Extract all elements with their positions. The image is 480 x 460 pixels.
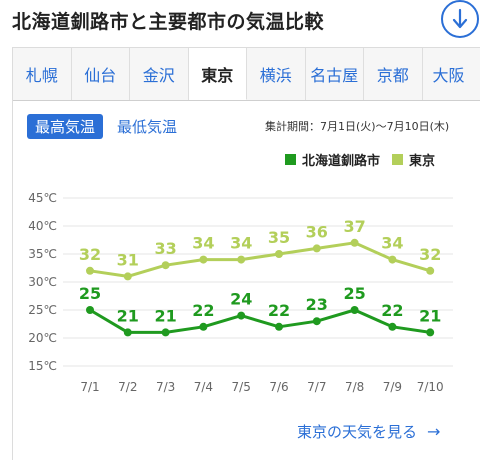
data-point: [199, 322, 208, 331]
data-label: 36: [306, 222, 328, 241]
data-label: 33: [154, 239, 176, 258]
y-tick-label: 30℃: [28, 275, 57, 289]
max-temp-button[interactable]: 最高気温: [27, 113, 104, 139]
x-tick-label: 7/1: [80, 380, 99, 394]
data-label: 37: [343, 217, 365, 236]
legend-label: 東京: [409, 154, 436, 169]
data-label: 31: [117, 250, 139, 269]
x-tick-label: 7/9: [383, 380, 402, 394]
x-tick-label: 7/3: [156, 380, 175, 394]
x-tick-label: 7/4: [194, 380, 213, 394]
download-button[interactable]: [441, 0, 479, 38]
data-point: [237, 255, 246, 264]
data-point: [161, 261, 170, 270]
x-tick-label: 7/6: [269, 380, 288, 394]
data-point: [312, 317, 321, 326]
data-label: 34: [381, 234, 403, 253]
tab-kanazawa[interactable]: 金沢: [130, 48, 189, 100]
weather-link-label: 東京の天気を見る: [297, 423, 418, 441]
y-tick-label: 45℃: [28, 191, 57, 205]
period-label: 集計期間：7月1日(火)〜7月10日(木): [265, 120, 450, 133]
temperature-chart: 45℃ 40℃ 35℃ 30℃ 25℃ 20℃ 15℃ 7/1 7/2 7/3 7/4 7/5 7/6 7…: [28, 191, 453, 394]
data-label: 22: [192, 301, 214, 320]
data-point: [388, 255, 397, 264]
min-temp-button[interactable]: 最低気温: [117, 117, 178, 136]
data-point: [123, 328, 132, 337]
data-label: 32: [79, 245, 101, 264]
data-point: [350, 306, 359, 314]
y-tick-label: 15℃: [28, 359, 57, 373]
data-point: [350, 238, 359, 247]
data-label: 21: [419, 306, 441, 325]
tab-sapporo[interactable]: 札幌: [13, 48, 72, 100]
data-point: [275, 322, 283, 331]
data-point: [426, 266, 435, 275]
data-label: 22: [268, 301, 290, 320]
legend-label: 北海道釧路市: [302, 154, 381, 169]
series-line: [89, 308, 431, 334]
tab-tokyo[interactable]: 東京: [188, 48, 247, 100]
chart-legend: 北海道釧路市 東京: [285, 150, 447, 169]
legend-item-tokyo: 東京: [392, 150, 435, 169]
data-point: [275, 250, 283, 258]
city-tabs: 札幌 仙台 金沢 東京 横浜 名古屋 京都 大阪: [13, 48, 480, 101]
data-point: [86, 306, 94, 314]
header: 北海道釧路市と主要都市の気温比較: [0, 0, 480, 38]
y-tick-label: 25℃: [28, 303, 57, 317]
data-point: [388, 322, 397, 331]
page-title: 北海道釧路市と主要都市の気温比較: [12, 11, 325, 33]
data-label: 21: [154, 306, 176, 325]
data-label: 25: [79, 284, 101, 303]
legend-swatch: [392, 154, 404, 165]
y-tick-label: 40℃: [28, 219, 57, 233]
data-point: [199, 255, 208, 264]
data-point: [86, 266, 94, 275]
x-tick-label: 7/7: [307, 380, 326, 394]
x-tick-label: 7/8: [345, 380, 364, 394]
temperature-toggle: 最高気温 最低気温: [27, 113, 185, 139]
data-point: [237, 311, 246, 320]
x-tick-label: 7/10: [417, 380, 444, 394]
tab-sendai[interactable]: 仙台: [71, 48, 130, 100]
data-label: 34: [192, 234, 214, 253]
data-point: [123, 272, 132, 281]
data-label: 22: [381, 301, 403, 320]
data-label: 35: [268, 228, 290, 247]
tab-nagoya[interactable]: 名古屋: [305, 48, 364, 100]
arrow-right-icon: →: [427, 422, 441, 441]
data-point: [312, 244, 321, 253]
x-tick-label: 7/5: [232, 380, 251, 394]
data-label: 25: [343, 284, 365, 303]
legend-item-kushiro: 北海道釧路市: [285, 150, 380, 169]
y-tick-label: 20℃: [28, 331, 57, 345]
x-tick-label: 7/2: [118, 380, 137, 394]
series-line: [89, 241, 431, 278]
arrow-down-circle-icon: [452, 8, 468, 29]
data-label: 23: [306, 295, 328, 314]
data-point: [161, 328, 170, 337]
data-label: 24: [230, 290, 252, 309]
tab-kyoto[interactable]: 京都: [364, 48, 423, 100]
tab-yokohama[interactable]: 横浜: [247, 48, 306, 100]
tokyo-weather-link[interactable]: 東京の天気を見る →: [297, 421, 440, 442]
data-label: 34: [230, 234, 252, 253]
comparison-card: 札幌 仙台 金沢 東京 横浜 名古屋 京都 大阪 最高気温 最低気温 集計期間：…: [12, 47, 480, 460]
data-label: 21: [117, 306, 139, 325]
tab-osaka[interactable]: 大阪: [422, 48, 480, 100]
data-point: [426, 328, 435, 337]
legend-swatch: [285, 154, 296, 165]
data-label: 32: [419, 245, 441, 264]
y-tick-label: 35℃: [28, 247, 57, 261]
